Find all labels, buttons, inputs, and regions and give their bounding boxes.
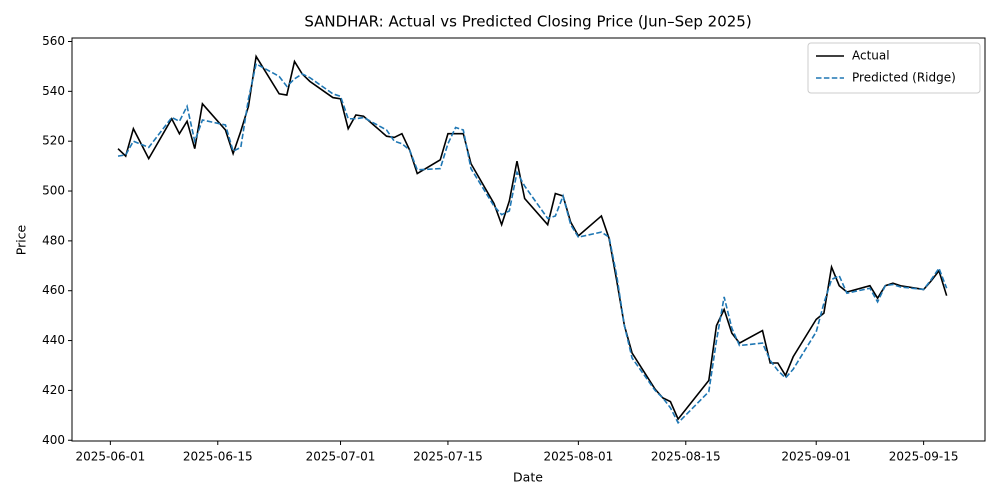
y-tick-label: 560	[42, 34, 65, 48]
x-tick-label: 2025-07-01	[306, 450, 376, 464]
legend-label: Actual	[852, 49, 890, 63]
x-tick-label: 2025-06-15	[183, 450, 253, 464]
y-tick-label: 420	[42, 383, 65, 397]
x-tick-label: 2025-08-15	[651, 450, 721, 464]
x-tick-label: 2025-06-01	[75, 450, 145, 464]
plot-frame	[71, 37, 986, 442]
y-tick-label: 460	[42, 283, 65, 297]
chart-title: SANDHAR: Actual vs Predicted Closing Pri…	[304, 13, 751, 31]
y-tick-label: 520	[42, 134, 65, 148]
legend-label: Predicted (Ridge)	[852, 71, 956, 85]
legend-box	[807, 42, 981, 94]
y-tick-label: 400	[42, 433, 65, 447]
y-tick-label: 540	[42, 84, 65, 98]
x-tick-label: 2025-07-15	[413, 450, 483, 464]
y-tick-label: 500	[42, 184, 65, 198]
x-tick-label: 2025-08-01	[543, 450, 613, 464]
x-tick-label: 2025-09-01	[781, 450, 851, 464]
y-axis-label: Price	[14, 224, 29, 255]
x-axis-label: Date	[513, 470, 543, 485]
x-tick-label: 2025-09-15	[889, 450, 959, 464]
y-tick-label: 440	[42, 333, 65, 347]
y-tick-label: 480	[42, 233, 65, 247]
series-line	[117, 62, 948, 425]
